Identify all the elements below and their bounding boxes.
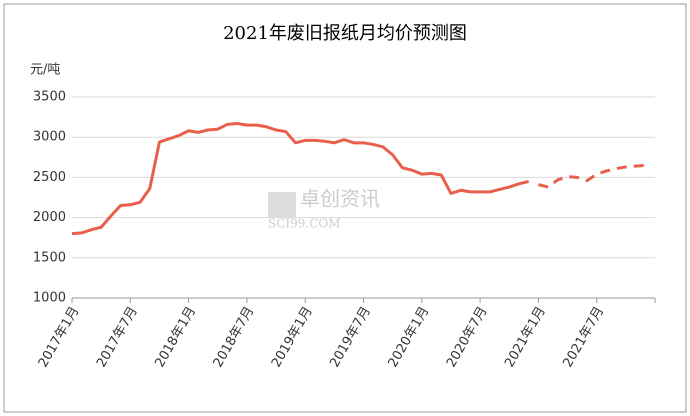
line-series bbox=[538, 163, 646, 189]
y-tick-label: 1500 bbox=[33, 250, 66, 265]
chart-title: 2021年废旧报纸月均价预测图 bbox=[223, 23, 467, 44]
y-tick-label: 1000 bbox=[33, 291, 66, 306]
watermark: SCI99.COM bbox=[268, 217, 341, 231]
line-series bbox=[71, 122, 530, 236]
y-tick-label: 3000 bbox=[33, 130, 66, 145]
y-tick-label: 2500 bbox=[33, 170, 66, 185]
watermark-logo bbox=[268, 192, 296, 218]
y-tick-label: 2000 bbox=[33, 210, 66, 225]
y-tick-label: 3500 bbox=[33, 90, 66, 105]
y-axis-label: 元/吨 bbox=[30, 63, 60, 78]
watermark: 卓创资讯 bbox=[300, 187, 380, 211]
